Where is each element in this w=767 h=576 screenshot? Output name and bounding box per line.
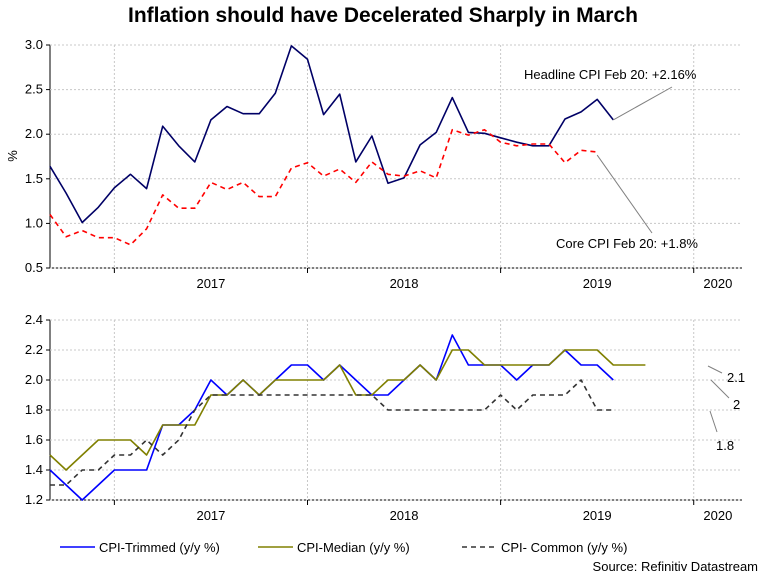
y-tick-label: 1.2	[25, 492, 43, 507]
legend: CPI-Trimmed (y/y %) CPI-Median (y/y %) C…	[60, 540, 627, 555]
x-tick-label: 2020	[703, 276, 732, 291]
end-label-leader-trimmed	[710, 379, 730, 399]
x-tick-label: 2020	[703, 508, 732, 523]
x-tick-label: 2017	[196, 508, 225, 523]
x-tick-label: 2019	[583, 276, 612, 291]
y-tick-label: 1.8	[25, 402, 43, 417]
chart-title: Inflation should have Decelerated Sharpl…	[128, 4, 638, 27]
y-tick-label: 0.5	[25, 260, 43, 275]
y-tick-label: 1.5	[25, 171, 43, 186]
bottom-panel: 1.2 1.4 1.6 1.8 2.0 2.2 2.4 2017 2018 2019 2020 2.1…	[25, 312, 745, 523]
source-note: Source: Refinitiv Datastream	[593, 559, 758, 574]
end-value-label: 2.1	[727, 370, 745, 385]
legend-label-common: CPI- Common (y/y %)	[501, 540, 627, 555]
annotation-core-leader	[596, 154, 653, 234]
y-tick-label: 2.0	[25, 372, 43, 387]
top-panel: % 0.5 1.0 1.5 2.0 2.5 3.0 2017 2018 2019 2020 Headl…	[5, 37, 742, 291]
series-line-headline-cpi	[49, 45, 614, 224]
legend-label-trimmed: CPI-Trimmed (y/y %)	[99, 540, 220, 555]
y-tick-label: 1.4	[25, 462, 43, 477]
x-tick-label: 2017	[196, 276, 225, 291]
annotation-headline: Headline CPI Feb 20: +2.16%	[524, 67, 697, 82]
annotation-core: Core CPI Feb 20: +1.8%	[556, 236, 698, 251]
end-value-label: 2	[733, 397, 740, 412]
y-tick-label: 2.2	[25, 342, 43, 357]
x-tick-label: 2018	[390, 276, 419, 291]
series-line-cpi-median-y-y	[49, 349, 646, 471]
legend-label-median: CPI-Median (y/y %)	[297, 540, 410, 555]
series-line-core-cpi	[49, 128, 598, 246]
series-line-cpi-common-y-y	[50, 379, 614, 486]
y-tick-label: 1.0	[25, 215, 43, 230]
end-label-leader-common	[709, 410, 718, 433]
y-tick-label: 2.4	[25, 312, 43, 327]
y-tick-label: 1.6	[25, 432, 43, 447]
y-tick-label: 3.0	[25, 37, 43, 52]
end-label-leader-median	[707, 365, 723, 374]
end-value-label: 1.8	[716, 438, 734, 453]
y-tick-label: 2.0	[25, 126, 43, 141]
annotation-headline-leader	[613, 86, 673, 121]
y-axis-label: %	[5, 150, 20, 162]
x-tick-label: 2019	[583, 508, 612, 523]
series-line-cpi-trimmed-y-y	[49, 334, 614, 501]
x-tick-label: 2018	[390, 508, 419, 523]
y-tick-label: 2.5	[25, 82, 43, 97]
